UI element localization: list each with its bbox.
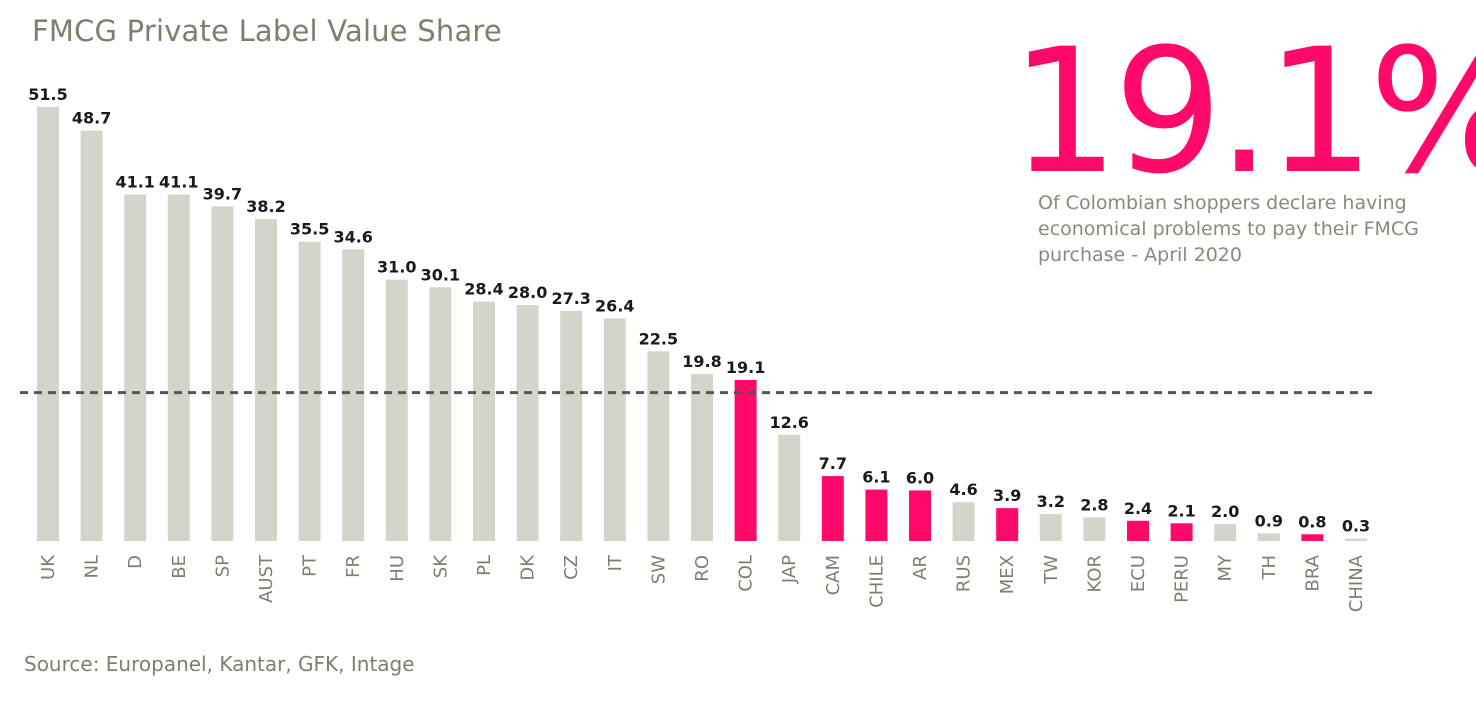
value-label-th: 0.9: [1255, 511, 1283, 530]
bar-hu: [385, 279, 408, 541]
bar-my: [1214, 524, 1237, 541]
highlight-stat: 19.1%: [1010, 11, 1476, 212]
bar-mex: [996, 508, 1019, 541]
category-label-hu: HU: [387, 555, 408, 582]
bar-ro: [691, 374, 713, 541]
value-label-be: 41.1: [159, 173, 198, 192]
bar-peru: [1170, 523, 1193, 541]
value-label-jap: 12.6: [769, 413, 808, 432]
highlight-caption: Of Colombian shoppers declare having eco…: [1038, 192, 1419, 266]
category-label-bra: BRA: [1302, 554, 1323, 591]
bar-fr: [342, 249, 365, 541]
bar-th: [1257, 533, 1280, 541]
bar-uk: [37, 106, 59, 541]
value-label-it: 26.4: [595, 296, 634, 315]
category-label-kor: KOR: [1084, 555, 1105, 593]
category-label-be: BE: [169, 555, 190, 579]
bar-dk: [516, 304, 539, 541]
value-label-tw: 3.2: [1037, 492, 1065, 511]
value-label-col: 19.1: [726, 358, 765, 377]
value-label-rus: 4.6: [949, 480, 977, 499]
bar-sw: [647, 351, 670, 541]
category-label-chile: CHILE: [866, 555, 887, 608]
bar-be: [167, 194, 190, 542]
category-label-peru: PERU: [1172, 555, 1193, 603]
bar-china: [1345, 538, 1367, 541]
category-label-d: D: [125, 555, 146, 569]
value-label-mex: 3.9: [993, 486, 1021, 505]
category-label-pl: PL: [474, 555, 495, 576]
category-label-sw: SW: [648, 555, 669, 584]
value-label-hu: 31.0: [377, 258, 416, 277]
value-label-sp: 39.7: [203, 184, 242, 203]
bar-pl: [473, 301, 495, 541]
category-label-pt: PT: [300, 554, 321, 577]
category-label-jap: JAP: [779, 555, 800, 584]
bar-cz: [560, 310, 583, 541]
value-label-cam: 7.7: [819, 454, 847, 473]
value-label-ar: 6.0: [906, 468, 934, 487]
category-label-rus: RUS: [954, 555, 975, 592]
category-label-cam: CAM: [823, 555, 844, 595]
category-label-sp: SP: [212, 555, 233, 577]
category-label-col: COL: [736, 555, 757, 592]
value-label-ro: 19.8: [682, 352, 721, 371]
value-label-china: 0.3: [1342, 516, 1370, 535]
category-label-ar: AR: [910, 555, 931, 580]
category-label-cz: CZ: [561, 555, 582, 580]
category-label-china: CHINA: [1346, 554, 1367, 612]
category-label-mex: MEX: [997, 555, 1018, 594]
value-label-fr: 34.6: [333, 227, 372, 246]
value-label-d: 41.1: [115, 173, 154, 192]
value-label-kor: 2.8: [1080, 495, 1108, 514]
bar-tw: [1039, 514, 1062, 541]
bar-kor: [1083, 517, 1106, 541]
bar-rus: [952, 502, 975, 541]
value-label-my: 2.0: [1211, 502, 1239, 521]
bar-bra: [1301, 534, 1324, 541]
bar-sk: [429, 287, 452, 541]
category-label-ro: RO: [692, 555, 713, 582]
value-label-aust: 38.2: [246, 197, 285, 216]
category-label-sk: SK: [430, 554, 451, 578]
value-label-ecu: 2.4: [1124, 499, 1152, 518]
value-label-uk: 51.5: [28, 85, 67, 104]
value-label-sk: 30.1: [421, 265, 460, 284]
value-label-dk: 28.0: [508, 283, 547, 302]
category-label-th: TH: [1259, 555, 1280, 581]
bar-sp: [211, 206, 234, 542]
value-label-sw: 22.5: [639, 329, 678, 348]
bar-chile: [865, 489, 888, 541]
category-label-aust: AUST: [256, 554, 277, 603]
bar-jap: [778, 434, 801, 541]
value-label-chile: 6.1: [862, 468, 890, 487]
bar-col: [734, 379, 757, 541]
source-note: Source: Europanel, Kantar, GFK, Intage: [24, 652, 415, 676]
bar-nl: [80, 130, 103, 542]
value-label-pl: 28.4: [464, 280, 503, 299]
bar-it: [603, 318, 626, 541]
value-label-pt: 35.5: [290, 220, 329, 239]
category-label-uk: UK: [38, 554, 59, 580]
bar-aust: [255, 218, 277, 541]
bar-pt: [298, 241, 321, 542]
category-label-it: IT: [605, 554, 626, 571]
bar-ar: [909, 490, 931, 541]
value-label-peru: 2.1: [1167, 501, 1195, 520]
category-label-tw: TW: [1041, 555, 1062, 585]
bar-d: [124, 194, 147, 542]
category-label-ecu: ECU: [1128, 555, 1149, 592]
chart-title: FMCG Private Label Value Share: [32, 14, 502, 48]
value-label-nl: 48.7: [72, 108, 111, 127]
category-label-dk: DK: [518, 554, 539, 581]
value-label-bra: 0.8: [1298, 512, 1326, 531]
bar-cam: [821, 476, 844, 541]
value-label-cz: 27.3: [551, 289, 590, 308]
bar-ecu: [1127, 520, 1149, 541]
category-label-nl: NL: [82, 555, 103, 579]
category-label-fr: FR: [343, 555, 364, 578]
category-label-my: MY: [1215, 554, 1236, 582]
